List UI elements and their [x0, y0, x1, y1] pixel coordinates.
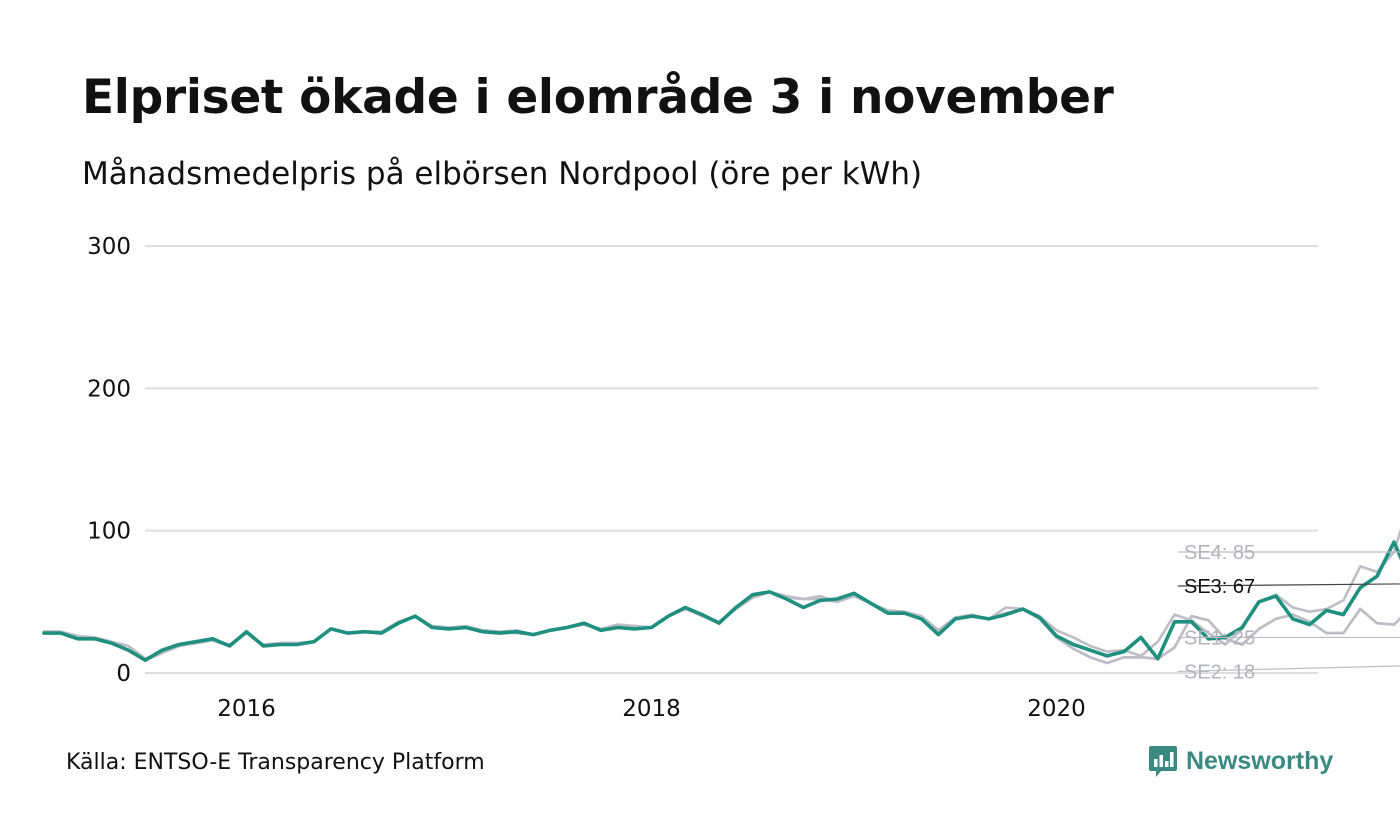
end-label-se4: SE4: 85	[1184, 542, 1255, 564]
end-label-se2: SE2: 18	[1184, 661, 1255, 683]
source-note: Källa: ENTSO-E Transparency Platform	[66, 750, 485, 775]
end-labels: SE4: 85 SE3: 67 SE1: 25 SE2: 18	[1177, 542, 1400, 683]
end-label-leader	[1177, 665, 1400, 673]
chart-subtitle: Månadsmedelpris på elbörsen Nordpool (ör…	[82, 156, 923, 192]
y-tick-label: 200	[87, 376, 131, 402]
x-axis-ticks: 20162018202020222024	[217, 696, 1086, 722]
newsworthy-logo: Newsworthy	[1148, 744, 1333, 778]
y-tick-label: 300	[87, 234, 131, 260]
grid-lines	[145, 245, 1318, 674]
end-label-se3: SE3: 67	[1184, 576, 1255, 598]
chart-title: Elpriset ökade i elområde 3 i november	[82, 70, 1114, 125]
series-lines	[42, 528, 1400, 665]
x-tick-label: 2018	[622, 696, 681, 722]
y-tick-label: 100	[87, 519, 131, 545]
y-tick-label: 0	[116, 661, 131, 687]
x-tick-label: 2016	[217, 696, 276, 722]
x-tick-label: 2020	[1027, 696, 1086, 722]
newsworthy-logo-icon	[1149, 746, 1177, 777]
y-axis-ticks: 0 100 200 300	[87, 234, 131, 687]
end-label-leader	[1177, 583, 1400, 587]
logo-text: Newsworthy	[1186, 746, 1334, 775]
end-label-se1: SE1: 25	[1184, 627, 1255, 649]
series-line-se3	[42, 540, 1400, 663]
